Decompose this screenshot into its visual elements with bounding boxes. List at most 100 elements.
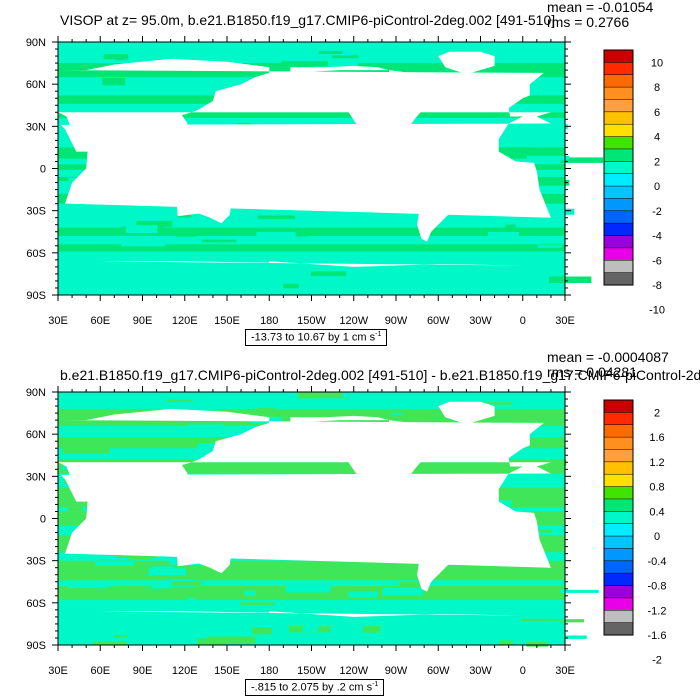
colorbar-label: 6 — [654, 107, 660, 119]
colorbar-label: 0.8 — [649, 482, 664, 494]
x-tick-label: 150W — [297, 665, 326, 677]
field-patch — [224, 634, 237, 637]
y-tick-label: 30S — [26, 556, 46, 568]
land-polygon — [438, 401, 495, 425]
map-plot-svg: 90N 60N 30N 0 30S 60S 90S 30E 60E 90E 120E 150E 180 1… — [26, 386, 667, 677]
field-patch — [537, 529, 553, 533]
field-patch — [367, 602, 384, 609]
field-patch — [545, 459, 567, 466]
field-patch — [417, 285, 450, 290]
y-tick-label: 0 — [40, 164, 46, 176]
colorbar-segment — [603, 198, 634, 212]
colorbar-label: -0.4 — [648, 556, 667, 568]
y-tick-label: 90S — [26, 290, 46, 302]
field-patch — [174, 252, 190, 255]
colorbar-segment — [603, 62, 634, 76]
field-patch — [505, 224, 516, 229]
x-tick-label: 150W — [297, 315, 326, 327]
colorbar-label: -0.8 — [648, 581, 667, 593]
field-patch — [312, 623, 350, 626]
colorbar-segment — [603, 412, 634, 426]
colorbar-label: -6 — [652, 255, 662, 267]
field-patch — [382, 587, 423, 596]
field-patch — [108, 608, 121, 613]
field-patch — [458, 221, 478, 227]
colorbar-label: -10 — [649, 305, 665, 317]
colorbar-label: 1.2 — [649, 457, 664, 469]
field-patch — [521, 618, 558, 622]
field-patch — [321, 398, 362, 401]
field-patch — [550, 635, 587, 639]
colorbar-label: -1.2 — [648, 605, 667, 617]
colorbar-segment — [603, 511, 634, 525]
field-patch — [141, 42, 175, 45]
field-patch — [508, 129, 527, 133]
field-patch — [286, 228, 309, 237]
colorbar-label: 0.4 — [649, 506, 664, 518]
plot-title: VISOP at z= 95.0m, b.e21.B1850.f19_g17.C… — [60, 12, 556, 28]
field-patch — [560, 208, 575, 215]
y-tick-label: 90N — [26, 37, 46, 49]
field-patch — [507, 147, 536, 154]
land-polygon — [58, 408, 551, 516]
field-patch — [399, 581, 428, 588]
field-patch — [363, 626, 380, 633]
field-patch — [258, 252, 274, 257]
y-tick-label: 30S — [26, 206, 46, 218]
field-patch — [125, 225, 158, 233]
field-patch — [485, 395, 517, 399]
x-tick-label: 90E — [133, 665, 153, 677]
field-patch — [151, 581, 172, 589]
colorbar-segment — [603, 148, 634, 162]
field-patch — [100, 59, 116, 64]
colorbar-segment — [603, 222, 634, 237]
mean-value: mean = -0.01054 — [547, 0, 654, 15]
rms-value: rms = 0.2766 — [547, 14, 630, 30]
colorbar-segment — [603, 260, 634, 274]
field-patch — [390, 412, 403, 415]
range-unit-exponent: -1 — [372, 681, 379, 688]
field-patch — [171, 581, 202, 586]
x-tick-label: 30E — [48, 315, 68, 327]
land-mask — [58, 51, 551, 295]
field-patch — [121, 242, 166, 247]
field-patch — [62, 400, 79, 404]
x-tick-label: 30E — [555, 315, 575, 327]
colorbar-label: 8 — [654, 82, 660, 94]
colorbar-label: 10 — [651, 57, 663, 69]
contour-range-label: -13.73 to 10.67 by 1 cm s-1 — [245, 329, 388, 346]
y-tick-label: 30N — [26, 471, 46, 483]
colorbar-segment — [603, 473, 634, 488]
colorbar-segment — [603, 572, 634, 587]
colorbar-label: -2 — [652, 655, 662, 667]
plot-title: b.e21.B1850.f19_g17.CMIP6-piControl-2deg… — [60, 367, 700, 383]
colorbar-frame — [603, 399, 634, 636]
colorbar-segment — [603, 560, 634, 574]
colorbar-segment — [603, 436, 634, 451]
x-tick-label: 90W — [385, 315, 408, 327]
field-patch — [283, 283, 299, 289]
field-patch — [68, 507, 83, 512]
colorbar-label: -4 — [652, 231, 662, 243]
field-band — [58, 227, 565, 236]
plot-panel-top: VISOP at z= 95.0m, b.e21.B1850.f19_g17.C… — [26, 0, 665, 346]
colorbar-segment — [603, 74, 634, 88]
x-tick-label: 120E — [172, 665, 198, 677]
field-patch — [542, 124, 568, 130]
field-patch — [202, 239, 237, 243]
field-patch — [267, 604, 315, 608]
field-patch — [314, 61, 358, 68]
land-polygon — [58, 58, 551, 166]
plot-panel-bottom: b.e21.B1850.f19_g17.CMIP6-piControl-2deg… — [0, 350, 700, 700]
field-patch — [526, 641, 549, 647]
field-patch — [62, 447, 110, 454]
colorbar-segment — [603, 498, 634, 512]
x-tick-label: 30E — [48, 665, 68, 677]
land-polygon — [438, 51, 495, 75]
x-tick-label: 60E — [90, 665, 110, 677]
field-patch — [186, 597, 195, 606]
colorbar-segment — [603, 235, 634, 249]
field-patch — [102, 77, 126, 86]
field-patch — [558, 619, 584, 623]
y-tick-label: 0 — [40, 514, 46, 526]
